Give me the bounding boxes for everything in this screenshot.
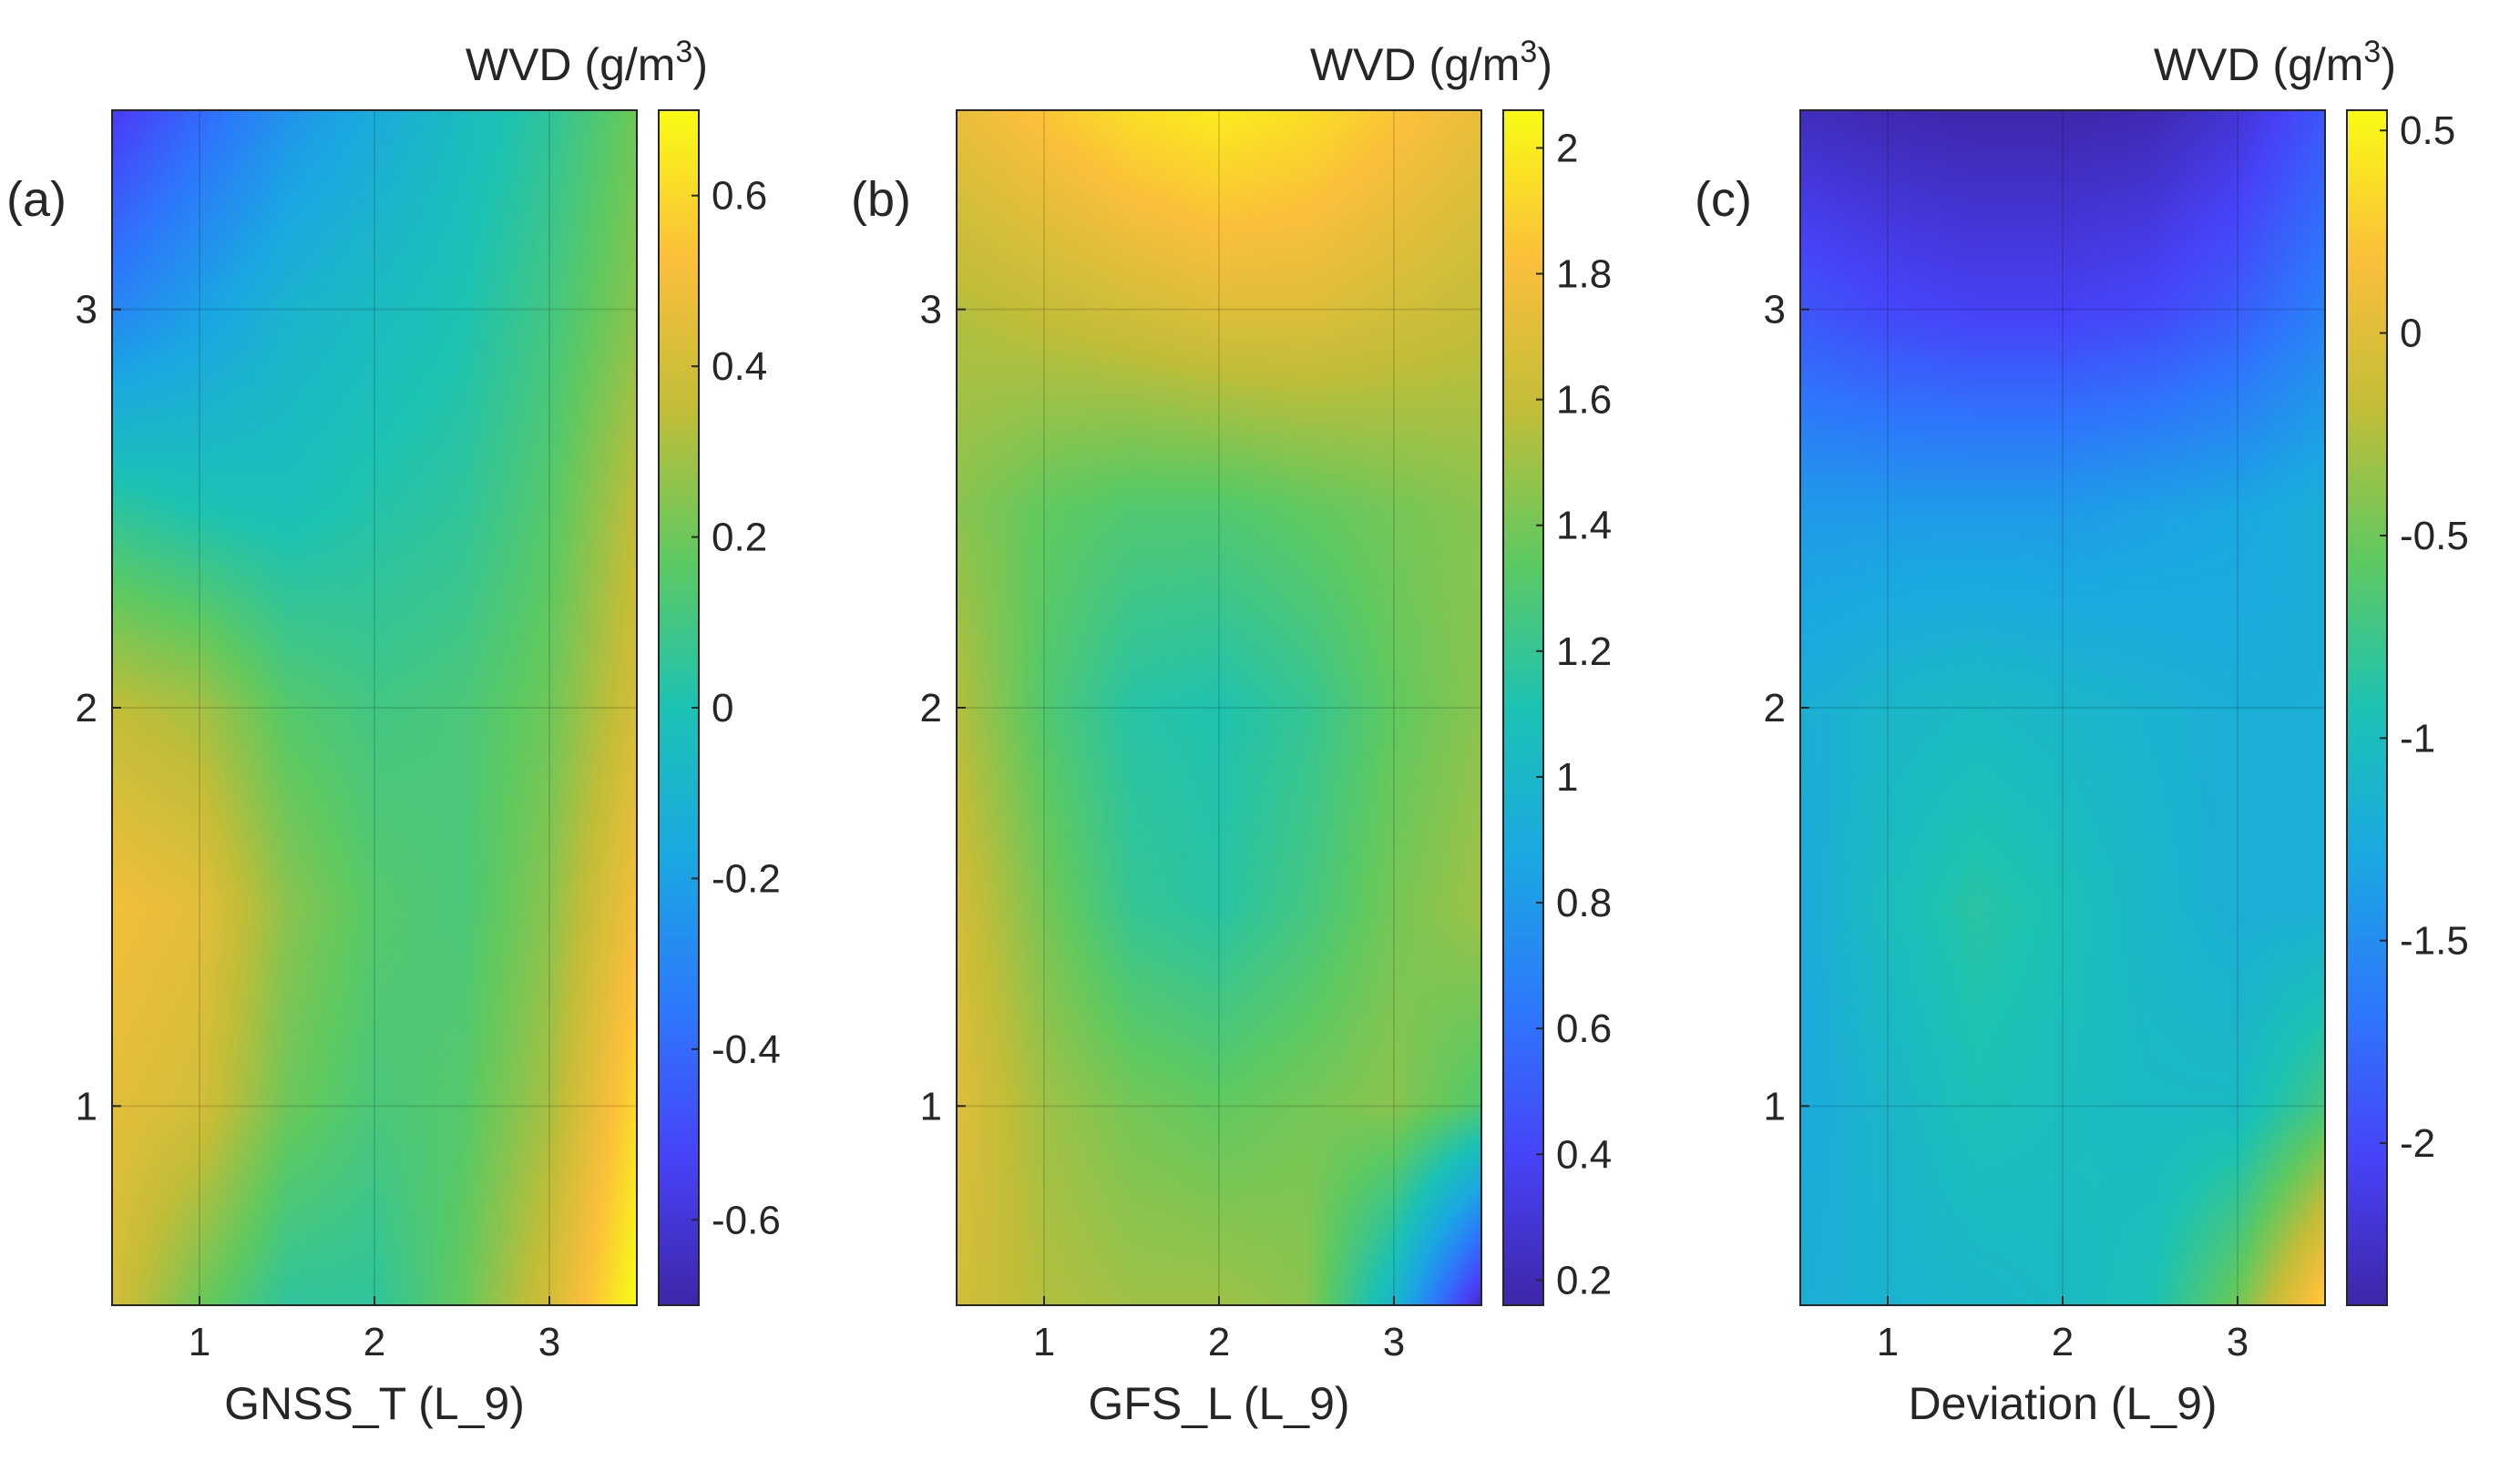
- colorbar-tick-label: 0.8: [1556, 881, 1612, 925]
- y-tick-label: 2: [920, 686, 942, 730]
- colorbar-tick-label: 0.4: [1556, 1132, 1612, 1177]
- x-tick-label: 1: [1033, 1320, 1055, 1364]
- panel-label: (a): [6, 172, 67, 227]
- panel-label: (c): [1695, 172, 1752, 227]
- colorbar-title: WVD (g/m3): [2154, 35, 2396, 90]
- colorbar-tick-label: 0.6: [712, 174, 767, 219]
- colorbar-tick-label: -1.5: [2400, 919, 2469, 964]
- colorbar-title-superscript: 3: [1520, 35, 1537, 69]
- colorbar-title-superscript: 3: [2363, 35, 2381, 69]
- colorbar-tick-label: 1.8: [1556, 252, 1612, 297]
- colorbar-title-main: WVD (g/m: [2154, 39, 2364, 90]
- colorbar: [1502, 109, 1544, 1306]
- colorbar-title-main: WVD (g/m: [1310, 39, 1521, 90]
- heatmap-surface: [112, 110, 637, 1305]
- x-tick-label: 2: [364, 1320, 385, 1364]
- colorbar-title: WVD (g/m3): [466, 35, 708, 90]
- x-tick-label: 3: [2227, 1320, 2249, 1364]
- colorbar-tick-label: -1: [2400, 716, 2435, 761]
- colorbar-title-superscript: 3: [675, 35, 692, 69]
- colorbar-tick-label: 1: [1556, 755, 1578, 800]
- colorbar-tick-label: 1.4: [1556, 504, 1612, 548]
- panel-1: 1 2 3 1 2 3 GFS_L (L_9) (b) 0.2 0.4 0.6 0.8 1 1.2 1.4 1…: [851, 35, 1612, 1429]
- colorbar-tick-label: -2: [2400, 1121, 2435, 1166]
- panel-label: (b): [851, 172, 911, 227]
- colorbar-tick-label: 0.2: [1556, 1258, 1612, 1302]
- x-axis-label: Deviation (L_9): [1908, 1378, 2217, 1429]
- x-tick-label: 2: [1208, 1320, 1230, 1364]
- x-tick-label: 1: [1877, 1320, 1899, 1364]
- x-tick-label: 2: [2052, 1320, 2074, 1364]
- y-tick-label: 3: [920, 288, 942, 332]
- colorbar-tick-label: 0.2: [712, 516, 767, 560]
- colorbar-title-close: ): [692, 39, 708, 90]
- y-tick-label: 1: [1764, 1084, 1786, 1129]
- colorbar-tick-label: 0: [2400, 312, 2422, 356]
- y-tick-label: 3: [76, 288, 97, 332]
- colorbar-tick-label: -0.2: [712, 856, 781, 901]
- x-tick-label: 3: [538, 1320, 560, 1364]
- y-tick-label: 2: [1764, 686, 1786, 730]
- x-axis-label: GNSS_T (L_9): [224, 1378, 525, 1429]
- colorbar-tick-label: 2: [1556, 126, 1578, 170]
- colorbar-title: WVD (g/m3): [1310, 35, 1552, 90]
- x-tick-label: 1: [189, 1320, 210, 1364]
- colorbar-tick-label: 0: [712, 686, 733, 730]
- colorbar-tick-label: 0.5: [2400, 108, 2455, 153]
- colorbar-title-close: ): [2381, 39, 2396, 90]
- colorbar-tick-label: 1.6: [1556, 378, 1612, 423]
- y-tick-label: 1: [76, 1084, 97, 1129]
- colorbar-tick-label: -0.4: [712, 1027, 781, 1072]
- colorbar-tick-label: -0.5: [2400, 514, 2469, 558]
- colorbar-tick-label: 0.6: [1556, 1006, 1612, 1051]
- colorbar-tick-label: 0.4: [712, 344, 767, 389]
- x-tick-label: 3: [1383, 1320, 1405, 1364]
- panel-0: 1 2 3 1 2 3 GNSS_T (L_9) (a) -0.6 -0.4 -0.2 0 0.2 0.4…: [6, 35, 781, 1429]
- x-axis-label: GFS_L (L_9): [1088, 1378, 1349, 1429]
- colorbar-title-main: WVD (g/m: [466, 39, 676, 90]
- y-tick-label: 3: [1764, 288, 1786, 332]
- colorbar-title-close: ): [1537, 39, 1552, 90]
- colorbar-tick-label: 1.2: [1556, 629, 1612, 674]
- colorbar-tick-label: -0.6: [712, 1198, 781, 1242]
- heatmap-surface: [957, 110, 1481, 1305]
- heatmap-surface: [1800, 110, 2325, 1305]
- y-tick-label: 1: [920, 1084, 942, 1129]
- y-tick-label: 2: [76, 686, 97, 730]
- colorbar: [2346, 109, 2388, 1306]
